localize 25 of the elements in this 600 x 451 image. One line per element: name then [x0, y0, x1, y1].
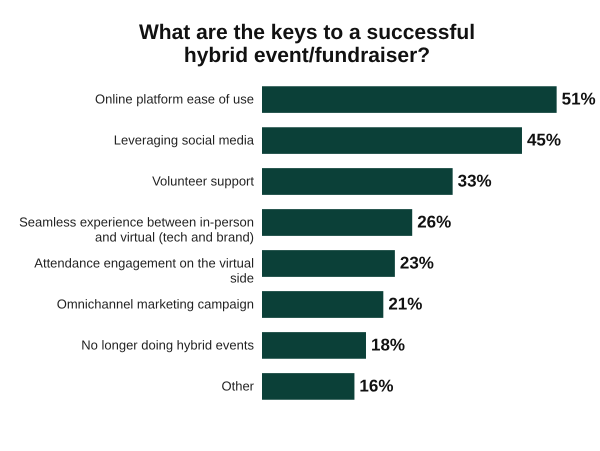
chart-title: What are the keys to a successful hybrid event/fundraiser?: [138, 21, 476, 67]
bar: [262, 332, 366, 359]
y-tick-label: Omnichannel marketing campaign: [56, 296, 254, 312]
data-label: 18%: [370, 335, 406, 354]
data-label: 16%: [359, 376, 394, 396]
bar: [262, 168, 453, 195]
data-label: 21%: [388, 294, 422, 314]
y-tick-label: Attendance engagement on the virtual side: [34, 255, 254, 286]
y-tick-label: Other: [221, 378, 255, 394]
bar: [262, 86, 557, 113]
bar: [262, 127, 522, 154]
y-tick-label: Seamless experience between in-person and virtual (tech and brand): [19, 214, 254, 245]
data-label: 45%: [526, 130, 562, 150]
y-tick-label: No longer doing hybrid events: [81, 337, 254, 352]
data-label: 33%: [458, 172, 492, 191]
bar: [262, 291, 384, 318]
y-tick-label: Online platform ease of use: [95, 92, 254, 107]
data-label: 26%: [417, 212, 452, 232]
bar: [262, 209, 412, 236]
bar: [262, 373, 354, 400]
data-label: 23%: [400, 253, 434, 272]
y-tick-label: Volunteer support: [152, 174, 254, 189]
data-label: 51%: [562, 90, 596, 109]
bar: [262, 250, 395, 277]
y-tick-label: Leveraging social media: [114, 132, 255, 148]
